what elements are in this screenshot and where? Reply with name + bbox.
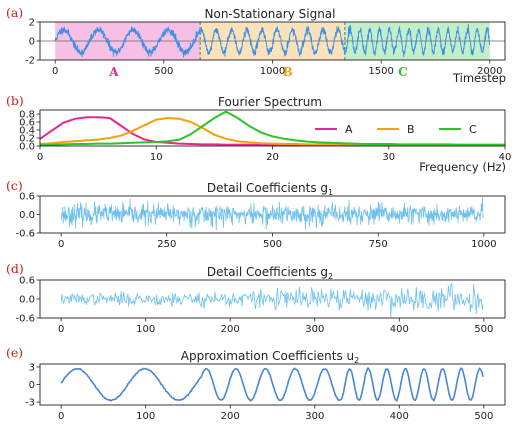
coefficient-line: [60, 197, 484, 231]
chart-title-d: Detail Coefficients g2: [207, 265, 333, 281]
panel-label-e: (e): [6, 345, 23, 360]
x-tick-label: 0: [58, 411, 64, 422]
chart-title-c: Detail Coefficients g1: [207, 181, 333, 197]
legend-label-C: C: [469, 123, 477, 136]
x-tick-label: 1500: [368, 66, 393, 77]
x-tick-label: 500: [154, 66, 173, 77]
axes-a: 0 500 1000 1500 2000 -2 0 2: [25, 18, 506, 77]
signal-plot: [54, 23, 491, 58]
axes-e: 0 100 200 300 400 500 -3 0 3: [25, 362, 506, 422]
x-tick-label: 10: [150, 152, 163, 163]
panel-c-detail-g1: (c) Detail Coefficients g1 0 250 500 750 100…: [6, 178, 506, 250]
x-tick-label: 20: [266, 152, 279, 163]
x-tick-label: 0: [52, 66, 58, 77]
x-tick-label: 2000: [477, 66, 502, 77]
series-line-A: [39, 116, 505, 147]
axes-c: 0 250 500 750 1000 -0.6 0.0 0.6: [15, 192, 506, 250]
y-tick-label: -3: [25, 398, 35, 409]
y-tick-label: 0.6: [19, 192, 35, 203]
signal-line: [54, 23, 491, 58]
x-tick-label: 250: [157, 239, 176, 250]
plot-frame: [39, 109, 506, 147]
y-tick-label: 0.6: [19, 118, 35, 129]
x-tick-label: 750: [369, 239, 388, 250]
x-tick-label: 500: [474, 411, 493, 422]
x-tick-label: 300: [305, 411, 324, 422]
x-tick-label: 200: [221, 324, 240, 335]
y-tick-label: 0.2: [19, 134, 35, 145]
series-line-B: [39, 116, 505, 146]
detail-g2-plot: [60, 282, 484, 318]
x-tick-label: 400: [390, 411, 409, 422]
y-tick-label: 0.8: [19, 110, 35, 121]
x-tick-label: 500: [474, 324, 493, 335]
panel-b-spectrum: (b) Fourier Spectrum 0 10 20 30 400.00.20.40…: [6, 93, 511, 174]
panel-a-signal: (a) Non-Stationary Signal A B C 0 500 1000 15…: [6, 5, 506, 85]
y-tick-label: -2: [25, 56, 35, 67]
axes-d: 0 100 200 300 400 500 -0.6 0.0 0.6: [15, 276, 506, 335]
x-tick-label: 100: [136, 411, 155, 422]
x-tick-label: 200: [221, 411, 240, 422]
panel-label-d: (d): [6, 261, 24, 276]
panel-e-approx-u2: (e) Approximation Coefficients u2 0 100 20…: [6, 345, 506, 422]
y-tick-label: 2: [29, 18, 35, 29]
y-tick-label: 0: [29, 380, 35, 391]
x-tick-label: 300: [305, 324, 324, 335]
approx-u2-plot: [60, 366, 484, 402]
region-label-A: A: [108, 65, 119, 79]
panel-label-c: (c): [6, 178, 23, 193]
x-tick-label: 400: [390, 324, 409, 335]
region-labels: A B C: [108, 65, 407, 79]
x-axis-label-b: Frequency (Hz): [419, 160, 506, 174]
y-tick-label: 0.0: [19, 142, 35, 153]
x-tick-label: 0: [37, 152, 43, 163]
approx-line: [60, 366, 484, 402]
chart-title-e: Approximation Coefficients u2: [181, 349, 359, 365]
y-tick-label: 0: [29, 37, 35, 48]
y-tick-label: 3: [29, 362, 35, 373]
panel-d-detail-g2: (d) Detail Coefficients g2 0 100 200 300 400…: [6, 261, 506, 335]
x-tick-label: 0: [58, 324, 64, 335]
y-tick-label: -0.6: [15, 314, 35, 325]
x-tick-label: 1000: [471, 239, 496, 250]
panel-label-b: (b): [6, 93, 24, 108]
x-axis-label-a: Timestep: [452, 71, 506, 85]
x-tick-label: 30: [382, 152, 395, 163]
chart-title-a: Non-Stationary Signal: [205, 7, 336, 21]
spectrum-plot: [39, 110, 505, 147]
x-tick-label: 100: [136, 324, 155, 335]
panel-label-a: (a): [6, 5, 23, 20]
series-line-C: [39, 110, 505, 147]
axes-b: 0 10 20 30 40 0.00.20.40.60.8: [19, 110, 511, 164]
legend-label-A: A: [345, 123, 353, 136]
y-tick-label: 0.6: [19, 276, 35, 287]
region-label-C: C: [398, 65, 408, 79]
y-tick-label: -0.6: [15, 229, 35, 240]
x-tick-label: 0: [58, 239, 64, 250]
detail-g1-plot: [60, 197, 484, 231]
legend-label-B: B: [407, 123, 415, 136]
y-tick-label: 0.0: [19, 295, 35, 306]
coefficient-line: [60, 282, 484, 318]
x-tick-label: 500: [263, 239, 282, 250]
y-tick-label: 0.4: [19, 126, 35, 137]
chart-title-b: Fourier Spectrum: [218, 95, 322, 109]
legend: A B C: [315, 123, 477, 136]
y-tick-label: 0.0: [19, 210, 35, 221]
region-label-B: B: [283, 65, 293, 79]
x-tick-label: 1000: [260, 66, 285, 77]
x-tick-label: 40: [499, 152, 512, 163]
